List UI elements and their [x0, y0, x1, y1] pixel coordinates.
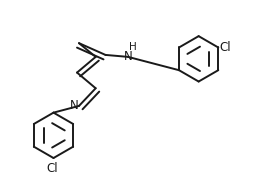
Text: Cl: Cl — [219, 41, 231, 54]
Text: Cl: Cl — [47, 162, 59, 175]
Text: N: N — [69, 99, 78, 112]
Text: H: H — [129, 42, 137, 52]
Text: N: N — [124, 50, 132, 63]
